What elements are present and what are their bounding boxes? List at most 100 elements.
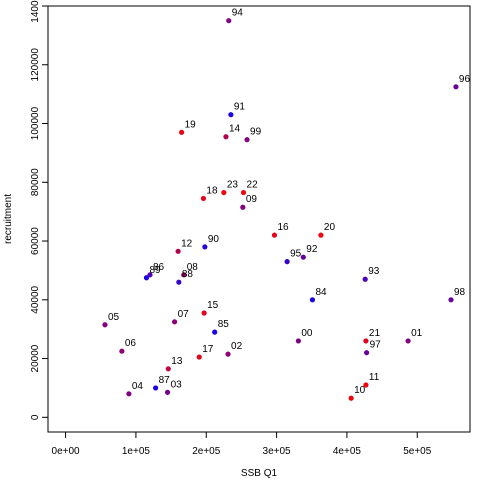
data-point-00 [295, 338, 301, 344]
data-point-label-13: 13 [171, 356, 183, 367]
data-point-label-00: 00 [301, 328, 313, 339]
data-point-84 [309, 297, 316, 303]
data-point-20 [318, 232, 324, 238]
data-point-22 [240, 189, 247, 196]
data-point-label-99: 99 [250, 127, 262, 138]
data-point-04 [126, 391, 132, 397]
data-point-87 [153, 385, 159, 391]
data-point-07 [172, 319, 178, 325]
data-point-label-22: 22 [247, 180, 259, 191]
x-tick-label-0: 0e+00 [52, 446, 81, 457]
data-point-93 [362, 276, 368, 282]
x-tick-label-3: 3e+05 [263, 446, 292, 457]
data-point-label-91: 91 [234, 102, 246, 113]
data-point-88 [176, 279, 182, 285]
data-point-label-89: 89 [149, 265, 161, 276]
data-point-label-86: 86 [153, 262, 165, 273]
data-point-label-98: 98 [454, 287, 466, 298]
data-point-label-97: 97 [370, 340, 382, 351]
data-point-label-16: 16 [277, 222, 289, 233]
data-point-02 [225, 351, 231, 357]
x-tick-label-4: 4e+05 [333, 446, 362, 457]
data-point-89 [143, 275, 150, 281]
data-point-label-21: 21 [369, 328, 381, 339]
data-point-17 [196, 354, 202, 360]
data-point-06 [119, 348, 125, 354]
data-point-label-06: 06 [125, 338, 137, 349]
x-tick-label-1: 1e+05 [122, 446, 151, 457]
data-point-label-88: 88 [182, 269, 194, 280]
data-point-label-02: 02 [231, 341, 243, 352]
data-point-label-01: 01 [411, 328, 423, 339]
data-point-label-03: 03 [171, 379, 183, 390]
data-point-18 [200, 195, 207, 202]
data-point-15 [201, 310, 207, 316]
data-point-01 [405, 338, 411, 344]
data-point-05 [102, 322, 108, 328]
data-point-98 [448, 297, 454, 303]
data-point-label-14: 14 [229, 124, 241, 135]
data-point-08 [181, 272, 187, 278]
y-tick-label-1: 20000 [30, 344, 41, 372]
data-point-label-15: 15 [207, 300, 219, 311]
data-point-label-92: 92 [306, 244, 318, 255]
x-tick-label-2: 2e+05 [192, 446, 221, 457]
data-point-label-84: 84 [315, 287, 327, 298]
y-tick-label-7: 140000 [30, 0, 41, 23]
y-tick-label-0: 0 [30, 414, 41, 420]
data-point-label-19: 19 [185, 119, 197, 130]
data-point-label-04: 04 [132, 381, 144, 392]
y-tick-label-3: 60000 [30, 227, 41, 255]
data-point-94 [226, 18, 232, 24]
data-point-95 [284, 259, 290, 265]
data-point-03 [164, 389, 171, 395]
data-point-label-18: 18 [206, 185, 218, 196]
data-point-12 [175, 248, 181, 254]
data-point-85 [212, 329, 218, 335]
data-point-label-95: 95 [290, 249, 302, 260]
y-axis-title: recruitment [3, 194, 14, 244]
y-axis: 0 20000 40000 60000 80000 100000 120000 140000 [30, 0, 48, 420]
data-point-label-87: 87 [159, 375, 171, 386]
data-point-label-23: 23 [227, 180, 239, 191]
plot-frame [47, 5, 471, 433]
data-point-19 [179, 129, 185, 135]
data-point-label-12: 12 [181, 238, 193, 249]
data-point-label-09: 09 [246, 194, 258, 205]
data-point-23 [221, 189, 227, 196]
y-tick-label-2: 40000 [30, 285, 41, 313]
data-point-16 [271, 232, 278, 238]
data-point-14 [223, 134, 229, 140]
x-axis: 0e+00 1e+05 2e+05 3e+05 4e+05 5e+05 [52, 432, 432, 457]
data-point-90 [202, 244, 208, 250]
data-point-label-08: 08 [187, 262, 199, 273]
y-tick-label-4: 80000 [30, 168, 41, 196]
y-tick-label-6: 120000 [30, 48, 41, 82]
data-point-label-07: 07 [178, 309, 190, 320]
data-point-09 [240, 204, 246, 210]
data-point-99 [244, 137, 250, 143]
data-point-label-94: 94 [232, 8, 244, 19]
data-point-label-96: 96 [459, 74, 471, 85]
data-point-label-17: 17 [202, 344, 214, 355]
data-point-label-05: 05 [108, 312, 120, 323]
x-tick-label-5: 5e+05 [403, 446, 432, 457]
data-point-91 [228, 112, 234, 118]
data-point-label-10: 10 [354, 385, 366, 396]
data-point-label-85: 85 [218, 319, 230, 330]
data-point-10 [348, 395, 354, 401]
data-point-label-11: 11 [369, 372, 380, 383]
data-point-96 [453, 84, 459, 90]
y-tick-label-5: 100000 [30, 106, 41, 140]
data-point-13 [165, 366, 171, 372]
data-point-86 [147, 272, 153, 278]
data-point-97 [364, 350, 370, 356]
data-point-21 [363, 338, 369, 344]
x-axis-title: SSB Q1 [241, 468, 278, 479]
data-point-label-93: 93 [368, 266, 380, 277]
data-point-label-90: 90 [208, 234, 220, 245]
data-point-label-20: 20 [324, 222, 336, 233]
data-point-92 [300, 254, 306, 260]
